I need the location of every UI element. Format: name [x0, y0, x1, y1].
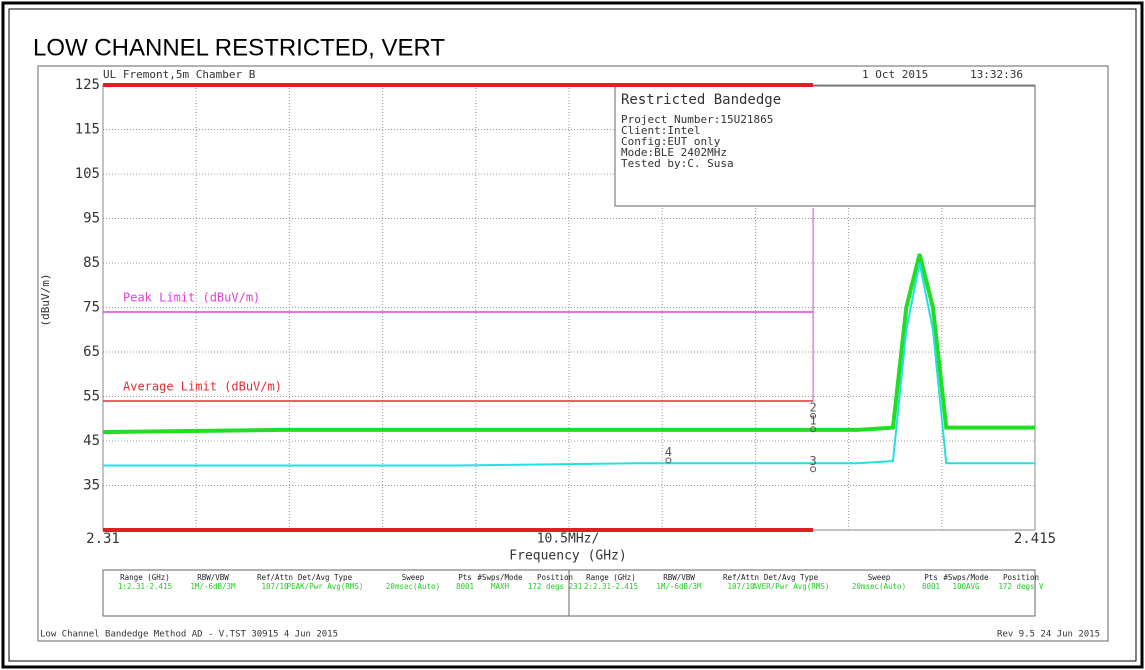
y-tick-label: 55	[83, 389, 100, 405]
table-cell: 1M/-6dB/3M	[656, 582, 702, 591]
trace	[103, 262, 1035, 467]
y-tick-label: 115	[75, 122, 100, 138]
marker	[810, 466, 817, 473]
header-left: UL Fremont,5m Chamber B	[103, 68, 256, 81]
y-tick-label: 85	[83, 255, 100, 271]
marker	[665, 457, 672, 464]
x-tick-label: 2.415	[1014, 531, 1056, 547]
table-cell: 172 degs V	[998, 582, 1044, 591]
y-tick-label: 75	[83, 300, 100, 316]
table-cell: PEAK/Pwr Avg(RMS)	[287, 582, 364, 591]
table-cell: 2:2.31-2.415	[584, 582, 638, 591]
marker-label: 2	[809, 400, 816, 414]
info-line: Project Number:15U21865	[621, 113, 773, 126]
marker	[810, 412, 817, 419]
table-cell: 8001	[456, 582, 474, 591]
table-header: Sweep	[868, 573, 891, 582]
table-header: #Swps/Mode	[477, 573, 523, 582]
table-cell: AVER/Pwr Avg(RMS)	[753, 582, 830, 591]
table-cell: 107/10	[261, 582, 289, 591]
y-axis-label: (dBuV/m)	[39, 274, 52, 327]
y-tick-label: 105	[75, 166, 100, 182]
y-tick-label: 65	[83, 344, 100, 360]
table-header: Range (GHz)	[586, 573, 636, 582]
info-box	[614, 85, 1036, 207]
limit-label: Peak Limit (dBuV/m)	[123, 290, 260, 304]
table-cell: 20msec(Auto)	[386, 582, 440, 591]
chart-title: LOW CHANNEL RESTRICTED, VERT	[33, 34, 445, 61]
table-header: Range (GHz)	[120, 573, 170, 582]
table-header: Position	[1003, 573, 1039, 582]
marker-label: 1	[809, 414, 816, 428]
header-date: 1 Oct 2015	[862, 68, 928, 81]
header-time: 13:32:36	[970, 68, 1023, 81]
table-header: #Swps/Mode	[943, 573, 989, 582]
table-cell: 8001	[922, 582, 940, 591]
table-header: Ref/Attn	[723, 573, 759, 582]
table-header: Det/Avg Type	[298, 573, 353, 582]
plot-frame	[37, 65, 1109, 642]
table-header: Pts	[458, 573, 472, 582]
table-header: Ref/Attn	[257, 573, 293, 582]
x-span-label: 10.5MHz/	[537, 532, 600, 547]
table-header: RBW/VBW	[663, 573, 695, 582]
table-cell: 20msec(Auto)	[852, 582, 906, 591]
marker-label: 3	[809, 454, 816, 468]
footer-left: Low Channel Bandedge Method AD - V.TST 3…	[40, 630, 338, 640]
limit-label: Average Limit (dBuV/m)	[123, 379, 282, 393]
x-tick-label: 2.31	[86, 531, 120, 547]
table-header: Position	[537, 573, 573, 582]
trace	[102, 253, 1035, 435]
y-tick-label: 125	[75, 77, 100, 93]
info-line: Mode:BLE 2402MHz	[621, 146, 727, 159]
table-cell: 1:2.31-2.415	[118, 582, 172, 591]
y-tick-label: 45	[83, 433, 100, 449]
y-tick-label: 35	[83, 478, 100, 494]
table-header: Sweep	[402, 573, 425, 582]
info-title: Restricted Bandedge	[621, 92, 781, 108]
table-header: Pts	[924, 573, 938, 582]
table-cell: 100AVG	[952, 582, 980, 591]
table-header: Det/Avg Type	[764, 573, 819, 582]
inner-border	[8, 8, 1137, 662]
info-line: Client:Intel	[621, 124, 700, 137]
x-axis-label: Frequency (GHz)	[509, 549, 626, 564]
info-line: Config:EUT only	[621, 135, 721, 148]
info-line: Tested by:C. Susa	[621, 157, 734, 170]
marker-label: 4	[665, 445, 672, 459]
marker	[810, 426, 817, 433]
table-header: RBW/VBW	[197, 573, 229, 582]
y-tick-label: 95	[83, 211, 100, 227]
footer-right: Rev 9.5 24 Jun 2015	[997, 630, 1100, 640]
table-cell: 1M/-6dB/3M	[190, 582, 236, 591]
table-cell: MAXH	[491, 582, 510, 591]
table-cell: 107/10	[727, 582, 755, 591]
table-cell: 172 degs 231	[528, 582, 582, 591]
